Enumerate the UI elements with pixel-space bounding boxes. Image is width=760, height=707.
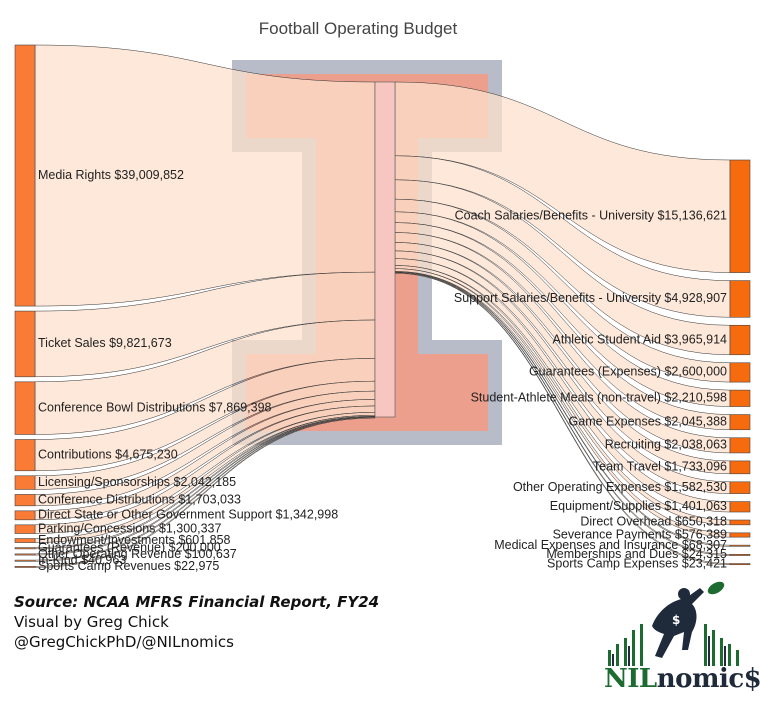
income-node (14, 565, 36, 568)
logo-wordmark: NILnomic$ (604, 664, 760, 694)
income-label: Licensing/Sponsorships $2,042,185 (38, 475, 236, 489)
income-node (14, 538, 36, 543)
expense-label: Recruiting $2,038,063 (605, 438, 727, 452)
expense-node (729, 481, 751, 494)
income-node (14, 439, 36, 472)
income-node (14, 494, 36, 507)
expense-label: Sports Camp Expenses $23,421 (547, 556, 727, 570)
income-link (34, 417, 376, 568)
expense-label: Other Operating Expenses $1,582,530 (513, 480, 727, 494)
income-label: Media Rights $39,009,852 (38, 168, 184, 182)
income-node (14, 559, 36, 562)
expense-node (729, 460, 751, 475)
expense-label: Severance Payments $576,389 (553, 527, 727, 541)
node-labels: Media Rights $39,009,852 Ticket Sales $9,… (38, 168, 727, 573)
expense-node (729, 414, 751, 431)
income-label: Conference Bowl Distributions $7,869,398 (38, 400, 272, 414)
income-node (14, 475, 36, 490)
links-income (34, 44, 376, 568)
income-label: In-Kind $40,963 (38, 553, 126, 567)
expense-node (729, 389, 751, 407)
expense-label: Guarantees (Expenses) $2,600,000 (529, 365, 727, 379)
income-label: Guarantees (Revenue) $200,000 (38, 541, 221, 555)
income-label: Endowment/Investments $601,858 (38, 533, 231, 547)
expense-label: Game Expenses $2,045,388 (569, 414, 727, 428)
sankey-chart: Football Operating Budget Media Rights $… (14, 19, 751, 573)
expense-label: Equipment/Supplies $1,401,063 (550, 499, 727, 513)
expense-label: Student-Athlete Meals (non-travel) $2,21… (471, 391, 727, 405)
expense-label: Athletic Student Aid $3,965,914 (553, 332, 727, 346)
nodes (14, 44, 751, 568)
income-label: Contributions $4,675,230 (38, 447, 178, 461)
expense-node (729, 362, 751, 383)
football-player-catching-icon: $ (608, 581, 739, 666)
expense-node (729, 532, 751, 538)
expense-node (729, 563, 751, 566)
income-label: Direct State or Other Government Support… (38, 508, 338, 522)
source-note: Source: NCAA MFRS Financial Report, FY24 (14, 593, 380, 611)
income-node (14, 381, 36, 435)
expense-node (729, 437, 751, 454)
expense-node (729, 280, 751, 318)
expense-label: Coach Salaries/Benefits - University $15… (455, 209, 727, 223)
hub-node (374, 81, 396, 418)
chart-title: Football Operating Budget (259, 19, 458, 38)
links-expenses (394, 81, 731, 565)
expense-label: Memberships and Dues $24,315 (546, 547, 727, 561)
expense-node (729, 501, 751, 513)
handles: @GregChickPhD/@NILnomics (14, 633, 234, 651)
svg-text:$: $ (672, 613, 680, 627)
income-label: Ticket Sales $9,821,673 (38, 336, 172, 350)
income-node (14, 553, 36, 556)
income-node (14, 510, 36, 521)
expense-label: Direct Overhead $650,318 (580, 515, 727, 529)
expense-node (729, 519, 751, 526)
expense-node (729, 554, 751, 556)
income-label: Conference Distributions $1,703,033 (38, 492, 241, 506)
nilnomics-logo: $ NILnomic$ (600, 580, 760, 700)
income-node (14, 44, 36, 307)
visual-by: Visual by Greg Chick (14, 613, 169, 631)
expense-node (729, 544, 751, 547)
income-label: Other Operating Revenue $100,637 (38, 547, 237, 561)
expense-node (729, 324, 751, 356)
expense-label: Support Salaries/Benefits - University $… (454, 291, 727, 305)
credits: Source: NCAA MFRS Financial Report, FY24… (14, 592, 379, 652)
expense-node (729, 159, 751, 273)
income-node (14, 524, 36, 534)
expense-label: Team Travel $1,733,096 (593, 460, 727, 474)
income-label: Parking/Concessions $1,300,337 (38, 521, 222, 535)
income-node (14, 547, 36, 550)
income-node (14, 310, 36, 378)
expense-label: Medical Expenses and Insurance $68,307 (494, 538, 727, 552)
income-label: Sports Camp Revenues $22,975 (38, 559, 219, 573)
